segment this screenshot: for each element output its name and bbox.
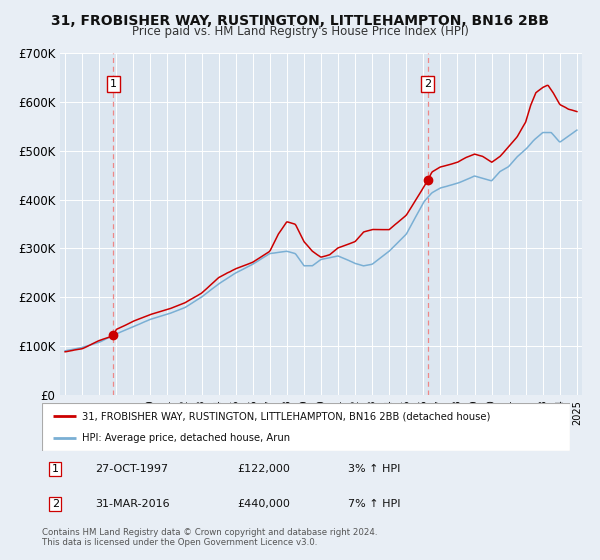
Text: 31-MAR-2016: 31-MAR-2016 bbox=[95, 499, 169, 509]
Text: Contains HM Land Registry data © Crown copyright and database right 2024.: Contains HM Land Registry data © Crown c… bbox=[42, 528, 377, 536]
FancyBboxPatch shape bbox=[42, 403, 570, 451]
Text: Price paid vs. HM Land Registry's House Price Index (HPI): Price paid vs. HM Land Registry's House … bbox=[131, 25, 469, 38]
Text: This data is licensed under the Open Government Licence v3.0.: This data is licensed under the Open Gov… bbox=[42, 538, 317, 547]
Text: 7% ↑ HPI: 7% ↑ HPI bbox=[348, 499, 401, 509]
Text: £122,000: £122,000 bbox=[238, 464, 290, 474]
Text: 2: 2 bbox=[52, 499, 59, 509]
Text: 1: 1 bbox=[52, 464, 59, 474]
Text: 2: 2 bbox=[424, 79, 431, 89]
Text: 1: 1 bbox=[110, 79, 117, 89]
Text: 31, FROBISHER WAY, RUSTINGTON, LITTLEHAMPTON, BN16 2BB (detached house): 31, FROBISHER WAY, RUSTINGTON, LITTLEHAM… bbox=[82, 411, 490, 421]
Text: 31, FROBISHER WAY, RUSTINGTON, LITTLEHAMPTON, BN16 2BB: 31, FROBISHER WAY, RUSTINGTON, LITTLEHAM… bbox=[51, 14, 549, 28]
Text: 3% ↑ HPI: 3% ↑ HPI bbox=[348, 464, 401, 474]
Text: £440,000: £440,000 bbox=[238, 499, 290, 509]
Text: 27-OCT-1997: 27-OCT-1997 bbox=[95, 464, 168, 474]
Text: HPI: Average price, detached house, Arun: HPI: Average price, detached house, Arun bbox=[82, 433, 290, 443]
